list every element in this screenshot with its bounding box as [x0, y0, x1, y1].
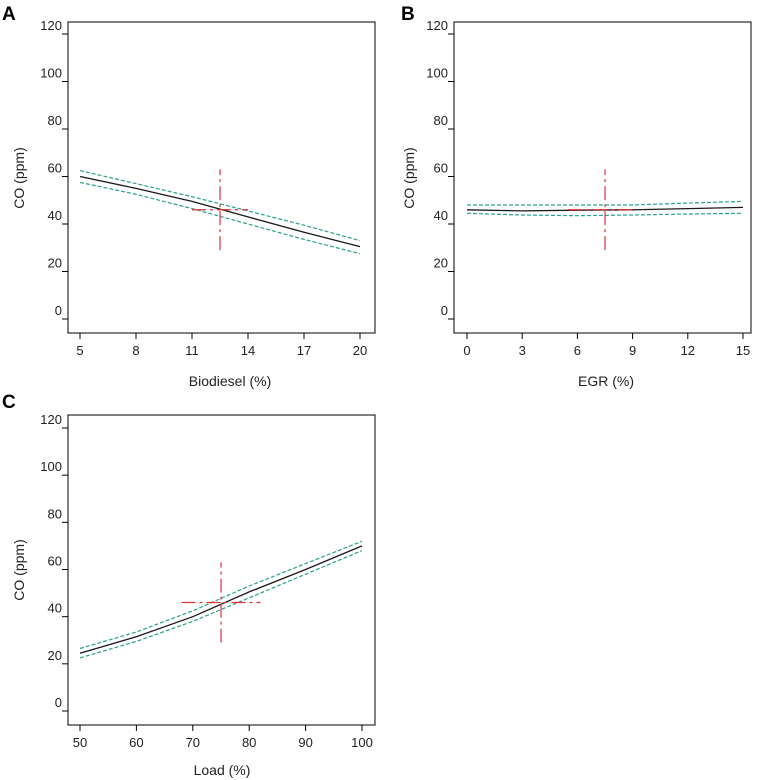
panel-b: B 0 20 40 60 80 100 120 0 3 6 9 12 15 EGR (%) CO (p…: [401, 4, 752, 389]
x-axis-label-c: Load (%): [194, 762, 251, 778]
x-ticks-a: 5 8 11 14 17 20: [76, 333, 367, 358]
cursor-a: [192, 169, 248, 251]
y-tick-label-c-80: 80: [48, 506, 62, 521]
y-ticks-c: 0 20 40 60 80 100 120: [40, 412, 68, 712]
y-tick-label-c-20: 20: [48, 648, 62, 663]
x-tick-label-c-60: 60: [129, 735, 143, 750]
y-tick-label-b-80: 80: [434, 113, 448, 128]
series-upper-a: [79, 170, 361, 242]
series-lower-c: [79, 550, 363, 659]
x-tick-label-b-12: 12: [681, 343, 695, 358]
x-tick-label-a-5: 5: [76, 343, 83, 358]
x-tick-label-b-6: 6: [574, 343, 581, 358]
y-tick-label-b-60: 60: [434, 161, 448, 176]
x-tick-label-a-11: 11: [185, 343, 199, 358]
y-tick-label-b-100: 100: [426, 66, 448, 81]
x-ticks-b: 0 3 6 9 12 15: [463, 333, 750, 358]
plot-frame-b: [453, 21, 752, 334]
y-tick-label-b-120: 120: [426, 18, 448, 33]
panel-letter-a: A: [2, 4, 16, 25]
y-tick-label-c-120: 120: [40, 412, 62, 427]
panel-c: C 0 20 40 60 80 100 120 50 60 70 80 90 100 Load (%)…: [2, 392, 376, 778]
x-tick-label-a-17: 17: [297, 343, 311, 358]
y-tick-label-a-100: 100: [40, 66, 62, 81]
y-tick-label-a-120: 120: [40, 18, 62, 33]
y-tick-label-a-40: 40: [48, 208, 62, 223]
series-upper-c: [79, 540, 363, 650]
y-tick-label-c-40: 40: [48, 601, 62, 616]
x-tick-label-c-50: 50: [73, 735, 87, 750]
x-tick-label-c-80: 80: [242, 735, 256, 750]
plot-frame-a: [67, 21, 376, 334]
cursor-c: [181, 562, 261, 643]
x-tick-label-b-0: 0: [463, 343, 470, 358]
y-ticks-b: 0 20 40 60 80 100 120: [426, 18, 454, 320]
x-tick-label-b-9: 9: [629, 343, 636, 358]
x-tick-label-b-3: 3: [519, 343, 526, 358]
y-tick-label-b-0: 0: [441, 303, 448, 318]
y-tick-label-a-60: 60: [48, 161, 62, 176]
y-tick-label-b-40: 40: [434, 208, 448, 223]
x-tick-label-c-90: 90: [298, 735, 312, 750]
plot-frame-c: [67, 414, 376, 726]
x-tick-label-c-100: 100: [351, 735, 373, 750]
x-tick-label-c-70: 70: [186, 735, 200, 750]
y-ticks-a: 0 20 40 60 80 100 120: [40, 18, 68, 320]
y-axis-label-b: CO (ppm): [401, 147, 417, 208]
y-tick-label-b-20: 20: [434, 256, 448, 271]
y-tick-label-c-100: 100: [40, 459, 62, 474]
panel-letter-b: B: [401, 4, 415, 25]
y-tick-label-a-0: 0: [55, 303, 62, 318]
y-tick-label-a-20: 20: [48, 256, 62, 271]
y-tick-label-c-0: 0: [55, 695, 62, 710]
x-tick-label-a-8: 8: [132, 343, 139, 358]
x-axis-label-a: Biodiesel (%): [189, 373, 271, 389]
cursor-b: [568, 169, 633, 251]
y-tick-label-c-60: 60: [48, 554, 62, 569]
x-ticks-c: 50 60 70 80 90 100: [73, 725, 373, 750]
y-axis-label-c: CO (ppm): [11, 539, 27, 600]
y-axis-label-a: CO (ppm): [11, 147, 27, 208]
y-tick-label-a-80: 80: [48, 113, 62, 128]
x-tick-label-b-15: 15: [736, 343, 750, 358]
panel-letter-c: C: [2, 392, 16, 413]
panel-a: A 0 20 40 60 80 100 120 5 8 11 14 17 20 Biodiesel (…: [2, 4, 376, 389]
x-tick-label-a-20: 20: [353, 343, 367, 358]
x-tick-label-a-14: 14: [241, 343, 255, 358]
x-axis-label-b: EGR (%): [578, 373, 634, 389]
